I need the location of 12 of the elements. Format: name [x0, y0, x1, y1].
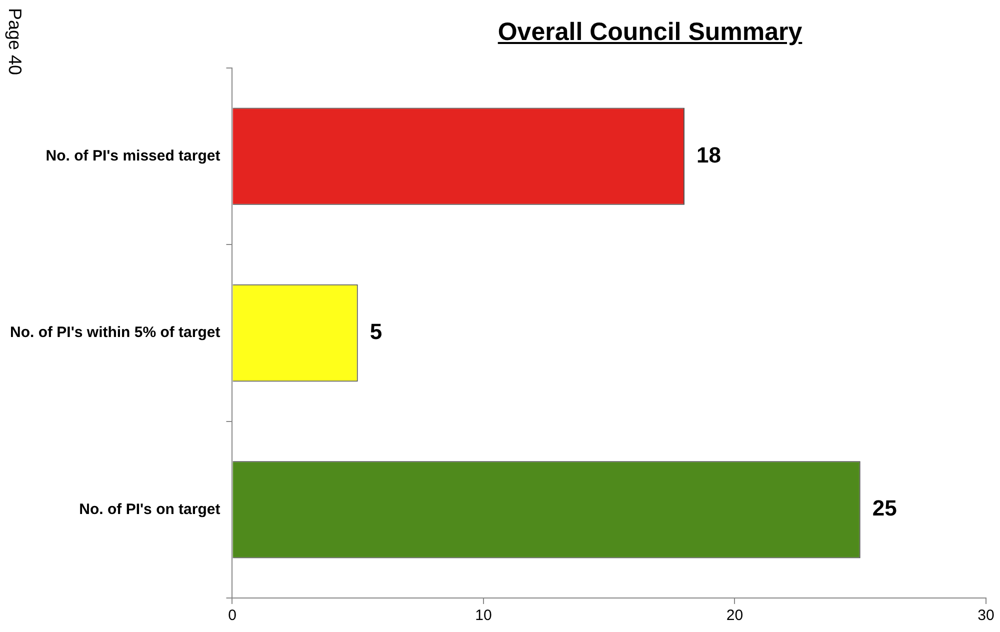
x-tick-label: 10 [475, 607, 492, 624]
x-tick-label: 20 [726, 607, 744, 624]
data-label: 5 [370, 319, 382, 344]
chart-title: Overall Council Summary [498, 18, 802, 46]
y-tick-label: No. of PI's missed target [46, 147, 220, 164]
data-label: 18 [696, 142, 721, 168]
x-tick-label: 30 [978, 607, 994, 624]
text: Page 40 [4, 8, 25, 76]
y-tick-label: No. of PI's on target [79, 500, 220, 518]
y-tick-label: No. of PI's within 5% of target [10, 324, 220, 342]
data-label: 25 [872, 496, 897, 521]
x-tick-label: 0 [228, 607, 236, 624]
